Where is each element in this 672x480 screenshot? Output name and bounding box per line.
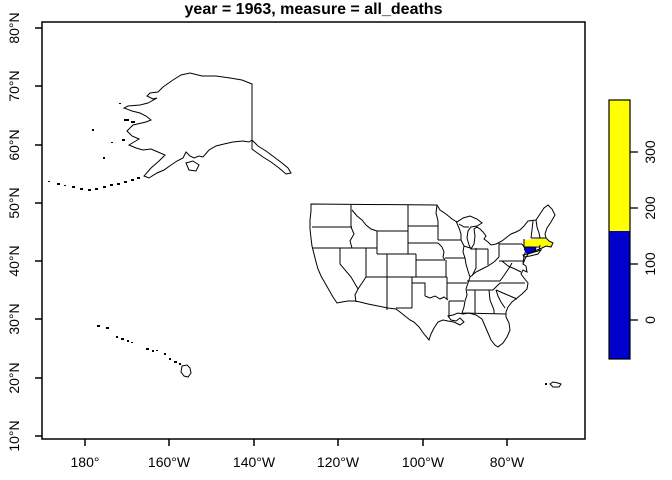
y-axis-label-40n: 40°N — [6, 245, 22, 277]
aleutian-islands — [48, 177, 140, 191]
x-axis-label-80w: 80°W — [489, 454, 525, 470]
x-axis-label-160w: 160°W — [147, 454, 191, 470]
x-axis-label-120w: 120°W — [316, 454, 360, 470]
legend-high-segment — [609, 100, 630, 231]
plot-border — [41, 21, 586, 440]
y-axis-label-30n: 30°N — [6, 303, 22, 335]
x-axis-label-140w: 140°W — [232, 454, 276, 470]
y-axis-label-60n: 60°N — [6, 129, 22, 161]
us-mainland-outline — [309, 203, 556, 348]
legend-label-300: 300 — [642, 140, 658, 164]
y-axis-label-10n: 10°N — [6, 420, 22, 452]
legend-label-0: 0 — [642, 316, 658, 324]
puerto-rico-outline — [549, 381, 562, 388]
legend-border — [608, 99, 631, 360]
x-axis-label-180: 180° — [70, 454, 100, 470]
legend-low-segment — [609, 231, 630, 359]
y-axis-ticks — [35, 27, 42, 437]
hawaii-islands — [97, 325, 181, 365]
bering-sea-islands — [92, 103, 135, 159]
y-axis-label-80n: 80°N — [6, 12, 22, 44]
x-axis-ticks — [84, 439, 508, 446]
state-borders — [312, 204, 546, 318]
kodiak-island-outline — [185, 160, 200, 172]
hawaii-big-island-outline — [180, 364, 192, 378]
legend-colorbar — [608, 99, 638, 360]
x-axis-label-100w: 100°W — [401, 454, 445, 470]
legend-label-100: 100 — [642, 252, 658, 276]
puerto-rico-islet — [545, 383, 547, 385]
plot-title: year = 1963, measure = all_deaths — [184, 1, 443, 18]
y-axis-label-20n: 20°N — [6, 362, 22, 394]
alaska-outline — [122, 72, 292, 179]
legend-ticks — [630, 151, 638, 321]
legend-label-200: 200 — [642, 196, 658, 220]
y-axis-label-70n: 70°N — [6, 70, 22, 102]
massachusetts-shape — [524, 238, 553, 248]
y-axis-label-50n: 50°N — [6, 187, 22, 219]
long-island-outline — [522, 249, 543, 258]
